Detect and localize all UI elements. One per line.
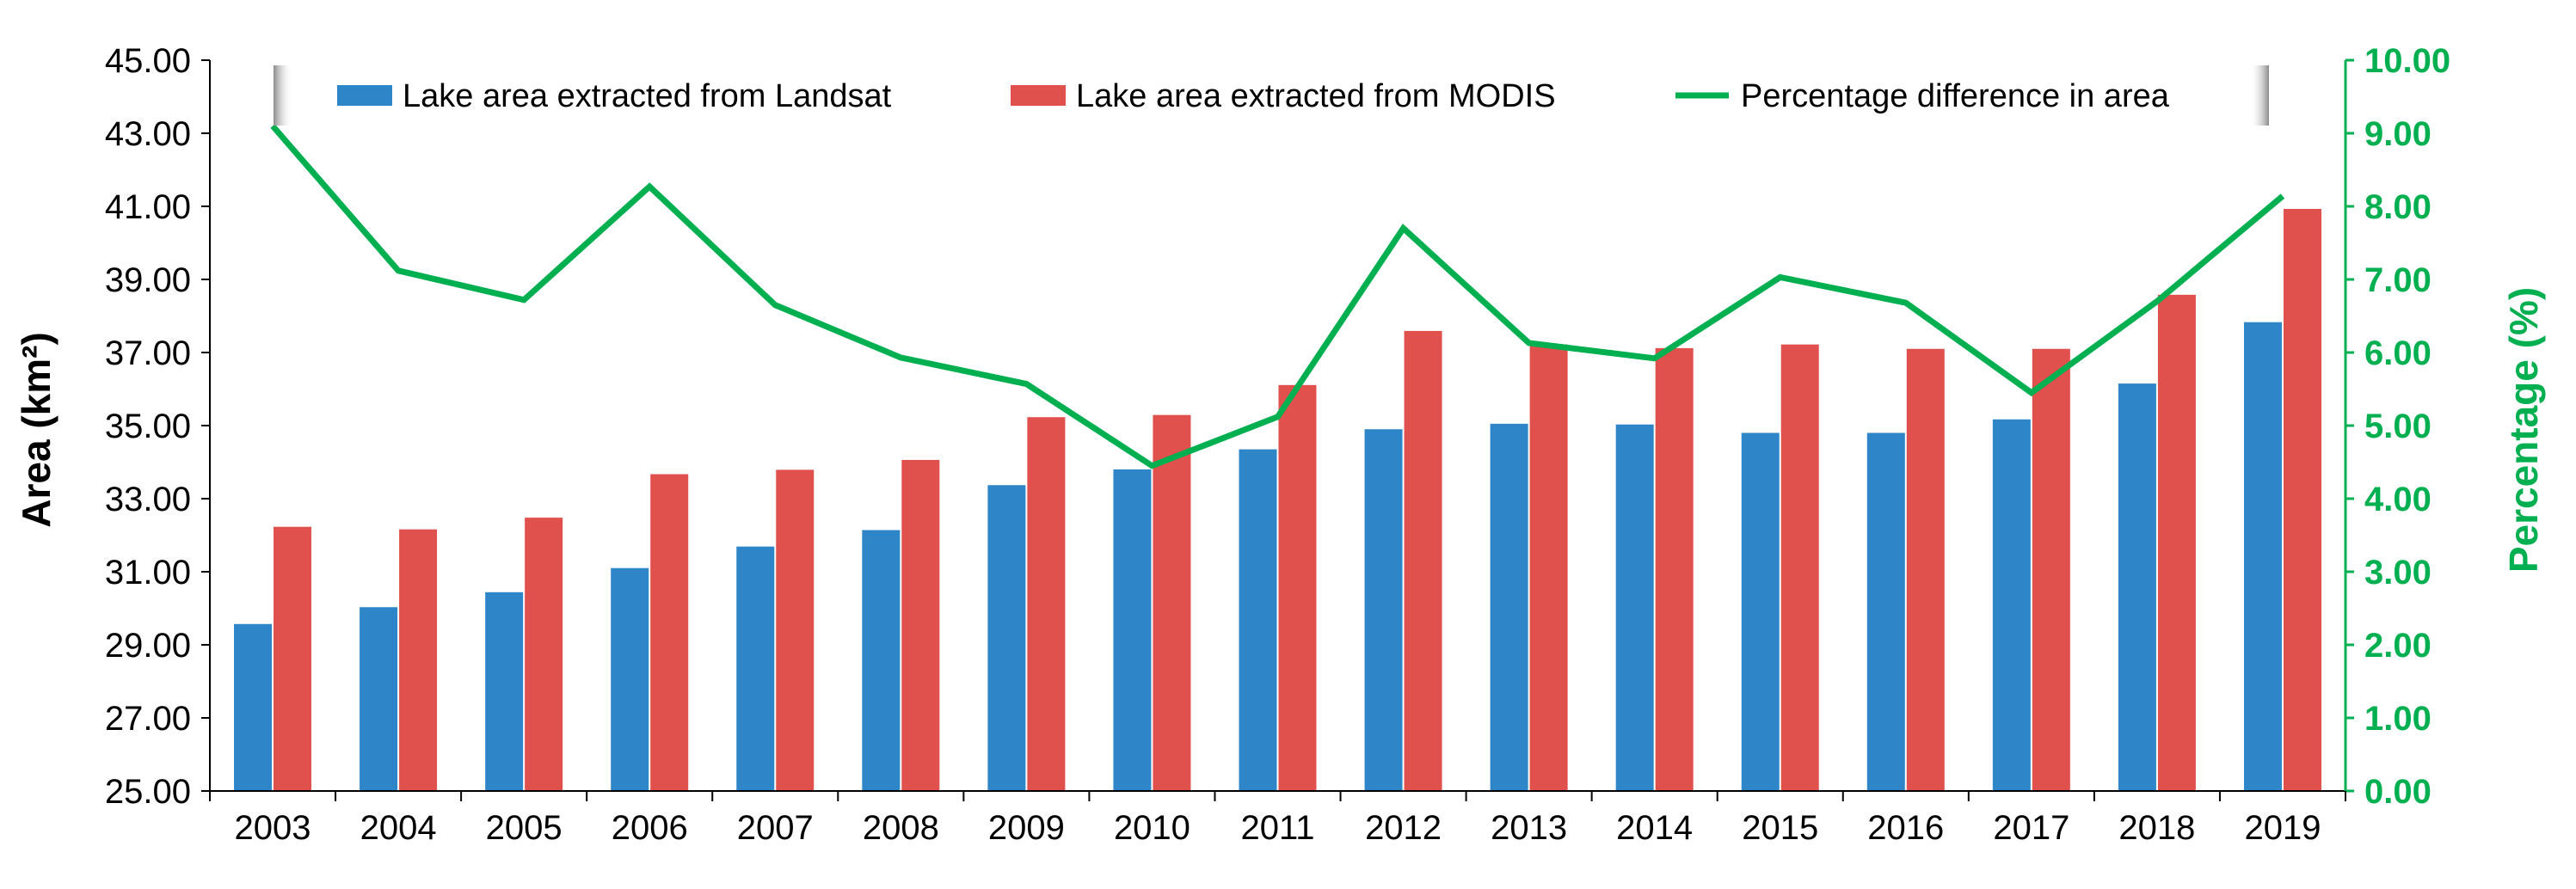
y2-tick-label: 2.00 bbox=[2364, 627, 2432, 665]
modis-bar-2007 bbox=[776, 469, 815, 791]
y-tick-label: 33.00 bbox=[105, 481, 191, 518]
axes: 25.00 27.00 29.00 31.00 33.00 35.00 37.00 39.00… bbox=[105, 42, 2450, 847]
landsat-bar-2014 bbox=[1615, 424, 1654, 791]
y2-tick-label: 10.00 bbox=[2364, 42, 2450, 80]
legend-shade-right bbox=[2250, 65, 2269, 126]
landsat-bar-2010 bbox=[1113, 469, 1152, 791]
landsat-bar-2006 bbox=[611, 567, 649, 791]
x-tick-label: 2016 bbox=[1867, 809, 1944, 847]
legend: Lake area extracted from Landsat Lake are… bbox=[274, 65, 2269, 126]
y-tick-label: 37.00 bbox=[105, 334, 191, 372]
y-tick-label: 25.00 bbox=[105, 773, 191, 811]
modis-bar-2009 bbox=[1027, 417, 1066, 791]
modis-bar-2017 bbox=[2032, 348, 2070, 791]
landsat-bar-2015 bbox=[1741, 432, 1780, 791]
line-group bbox=[270, 124, 2285, 469]
y-axis-title: Area (km²) bbox=[14, 332, 58, 528]
legend-label-percentage: Percentage difference in area bbox=[1741, 78, 2170, 114]
legend-shade-left bbox=[274, 65, 292, 126]
landsat-bar-2011 bbox=[1239, 449, 1277, 791]
modis-bar-2008 bbox=[901, 459, 940, 791]
modis-bar-2013 bbox=[1529, 344, 1568, 791]
modis-bar-2010 bbox=[1153, 414, 1191, 791]
y2-tick-label: 6.00 bbox=[2364, 334, 2432, 372]
y-tick-label: 41.00 bbox=[105, 188, 191, 226]
modis-bar-2015 bbox=[1780, 344, 1819, 791]
legend-swatch-modis bbox=[1011, 85, 1066, 106]
x-tick-label: 2019 bbox=[2244, 809, 2321, 847]
y2-axis-title: Percentage (%) bbox=[2501, 287, 2546, 573]
landsat-bar-2009 bbox=[987, 485, 1026, 791]
landsat-bar-2003 bbox=[234, 623, 273, 791]
landsat-bar-2012 bbox=[1364, 429, 1403, 791]
modis-bar-2011 bbox=[1278, 384, 1317, 791]
x-tick-label: 2017 bbox=[1993, 809, 2069, 847]
y-tick-label: 43.00 bbox=[105, 115, 191, 153]
bar-group bbox=[234, 208, 2321, 792]
modis-bar-2019 bbox=[2283, 208, 2321, 792]
legend-swatch-landsat bbox=[337, 85, 392, 106]
x-tick-label: 2003 bbox=[235, 809, 311, 847]
legend-label-modis: Lake area extracted from MODIS bbox=[1076, 78, 1556, 114]
y2-tick-label: 9.00 bbox=[2364, 115, 2432, 153]
y-tick-label: 35.00 bbox=[105, 408, 191, 445]
y2-tick-label: 1.00 bbox=[2364, 700, 2432, 738]
y2-tick-label: 3.00 bbox=[2364, 554, 2432, 592]
modis-bar-2006 bbox=[650, 474, 689, 791]
y-tick-label: 45.00 bbox=[105, 42, 191, 80]
y-tick-label: 39.00 bbox=[105, 261, 191, 299]
x-tick-label: 2011 bbox=[1240, 809, 1314, 847]
landsat-bar-2018 bbox=[2118, 383, 2156, 791]
modis-bar-2005 bbox=[525, 518, 563, 791]
modis-bar-2018 bbox=[2157, 294, 2196, 792]
y2-tick-label: 0.00 bbox=[2364, 773, 2432, 811]
y2-tick-label: 8.00 bbox=[2364, 188, 2432, 226]
modis-bar-2016 bbox=[1906, 348, 1945, 791]
modis-bar-2014 bbox=[1655, 347, 1694, 791]
x-tick-label: 2015 bbox=[1742, 809, 1818, 847]
legend-label-landsat: Lake area extracted from Landsat bbox=[403, 78, 892, 114]
percentage-difference-line bbox=[270, 124, 2285, 469]
landsat-bar-2017 bbox=[1992, 419, 2031, 791]
x-tick-label: 2009 bbox=[988, 809, 1065, 847]
legend-box bbox=[274, 65, 2269, 126]
x-tick-label: 2014 bbox=[1616, 809, 1693, 847]
x-tick-label: 2010 bbox=[1114, 809, 1190, 847]
landsat-bar-2016 bbox=[1866, 432, 1905, 791]
y-tick-label: 27.00 bbox=[105, 700, 191, 738]
y2-tick-label: 4.00 bbox=[2364, 481, 2432, 518]
x-tick-label: 2005 bbox=[486, 809, 563, 847]
landsat-bar-2019 bbox=[2243, 322, 2282, 792]
landsat-bar-2008 bbox=[862, 530, 901, 791]
x-tick-label: 2006 bbox=[612, 809, 688, 847]
modis-bar-2004 bbox=[399, 529, 438, 791]
x-tick-label: 2004 bbox=[360, 809, 437, 847]
landsat-bar-2004 bbox=[360, 607, 398, 791]
modis-bar-2012 bbox=[1404, 330, 1442, 791]
landsat-bar-2007 bbox=[736, 546, 775, 791]
landsat-bar-2005 bbox=[485, 592, 524, 791]
y2-tick-label: 7.00 bbox=[2364, 261, 2432, 299]
modis-bar-2003 bbox=[274, 526, 312, 791]
y-tick-label: 29.00 bbox=[105, 627, 191, 665]
y-tick-label: 31.00 bbox=[105, 554, 191, 592]
x-tick-label: 2013 bbox=[1491, 809, 1567, 847]
x-tick-label: 2012 bbox=[1365, 809, 1442, 847]
y2-tick-label: 5.00 bbox=[2364, 408, 2432, 445]
x-tick-label: 2007 bbox=[737, 809, 814, 847]
landsat-bar-2013 bbox=[1490, 423, 1528, 791]
x-tick-label: 2008 bbox=[863, 809, 939, 847]
x-tick-label: 2018 bbox=[2118, 809, 2195, 847]
